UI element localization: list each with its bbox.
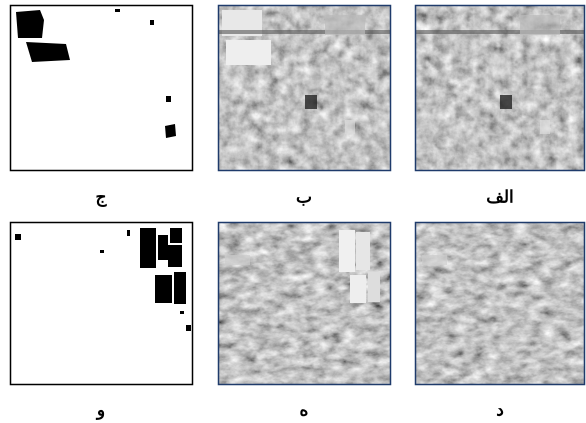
image-he: [217, 221, 392, 386]
image-alef: [414, 4, 586, 172]
panel-label: و: [95, 401, 105, 421]
panel-label: د: [496, 401, 504, 421]
panel-label: ه: [300, 401, 309, 421]
change-map-2: [9, 221, 194, 386]
panel-label: ج: [96, 188, 108, 208]
image-be: [217, 4, 392, 172]
panel-label: ب: [296, 188, 312, 208]
panel-label: الف: [486, 188, 514, 208]
change-map-1: [9, 4, 194, 172]
image-dal: [414, 221, 586, 386]
